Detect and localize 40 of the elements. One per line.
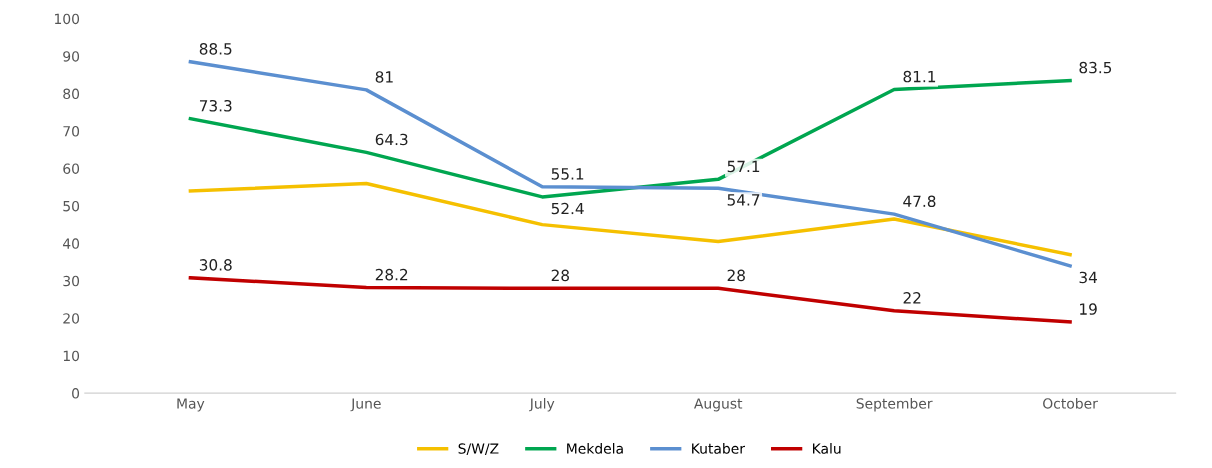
data-label: 28	[727, 269, 745, 282]
x-tick-label: May	[177, 398, 205, 412]
y-tick-label: 20	[63, 313, 80, 324]
x-tick-label: July	[529, 397, 555, 412]
y-tick-label: 0	[72, 388, 80, 399]
data-label: 81.1	[903, 70, 936, 83]
data-label: 22	[903, 292, 921, 304]
legend-label: Mekdela	[567, 443, 623, 454]
legend-label: S/W/Z	[458, 443, 499, 455]
x-tick-label: October	[1043, 397, 1098, 409]
line-series	[188, 181, 1072, 257]
y-tick-label: 50	[63, 200, 80, 212]
data-label: 47.8	[903, 195, 936, 208]
data-label: 52.4	[551, 202, 584, 215]
data-label: 30.8	[199, 259, 232, 271]
data-label: 28.2	[375, 268, 408, 281]
y-tick-label: 80	[63, 88, 80, 100]
data-label: 55.1	[551, 168, 584, 180]
data-label: 73.3	[199, 100, 232, 112]
y-tick-label: 10	[63, 350, 80, 362]
y-tick-label: 40	[62, 238, 80, 249]
x-tick-label: August	[694, 398, 743, 412]
y-tick-label: 100	[54, 13, 80, 25]
data-label: 19	[1080, 303, 1097, 315]
data-label: 34	[1079, 271, 1097, 284]
x-tick-label: June	[350, 398, 381, 412]
y-tick-label: 30	[63, 275, 80, 287]
legend-label: Kalu	[813, 443, 841, 454]
data-label: 81	[375, 71, 393, 83]
y-tick-label: 70	[63, 126, 80, 137]
data-label: 83.5	[1079, 61, 1112, 74]
y-tick-label: 90	[63, 51, 80, 62]
data-label: 28	[551, 269, 569, 282]
data-label: 88.5	[199, 43, 232, 55]
x-tick-label: September	[856, 397, 933, 412]
y-tick-label: 60	[63, 163, 80, 174]
legend-label: Kutaber	[692, 443, 745, 454]
data-label: 54.7	[727, 194, 760, 206]
data-label: 64.3	[375, 133, 408, 146]
data-label: 57.1	[727, 160, 760, 173]
